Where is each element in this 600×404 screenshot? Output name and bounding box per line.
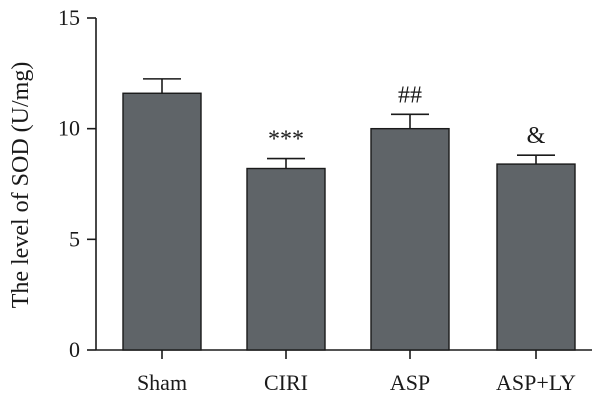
x-tick-label: ASP xyxy=(390,370,430,395)
significance-annotation: & xyxy=(527,123,546,149)
bar-ciri xyxy=(246,167,326,351)
bar-asp-ly xyxy=(496,163,576,351)
x-tick-label: CIRI xyxy=(264,370,308,395)
x-tick-label: ASP+LY xyxy=(496,370,576,395)
bar-sham xyxy=(122,92,202,351)
y-tick-label: 5 xyxy=(69,226,80,251)
bar-asp xyxy=(370,127,450,351)
y-tick-label: 15 xyxy=(58,5,80,30)
significance-annotation: ## xyxy=(398,82,422,108)
x-tick-label: Sham xyxy=(137,370,187,395)
y-axis-title: The level of SOD (U/mg) xyxy=(8,62,34,309)
plot-area: 0 5 10 15 Sham *** CIRI ## ASP & ASP+LY xyxy=(58,5,592,395)
y-tick-label: 0 xyxy=(69,337,80,362)
significance-annotation: *** xyxy=(268,127,304,153)
y-tick-label: 10 xyxy=(58,116,80,141)
